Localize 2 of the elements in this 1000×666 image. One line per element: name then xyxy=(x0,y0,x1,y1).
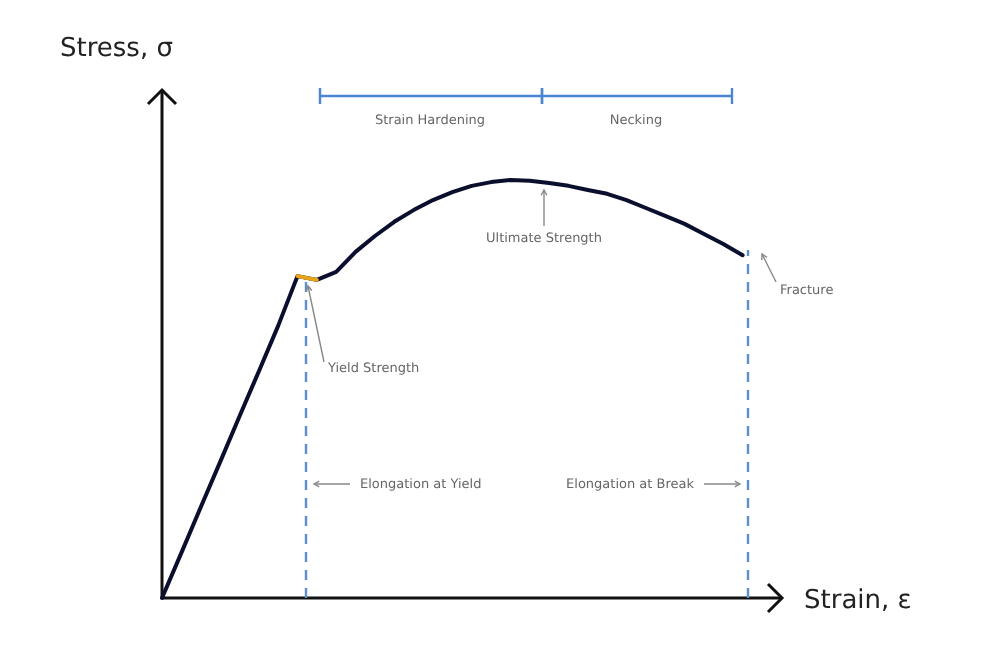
y-axis-title: Stress, σ xyxy=(60,34,173,64)
x-axis-title: Strain, ε xyxy=(804,586,912,616)
